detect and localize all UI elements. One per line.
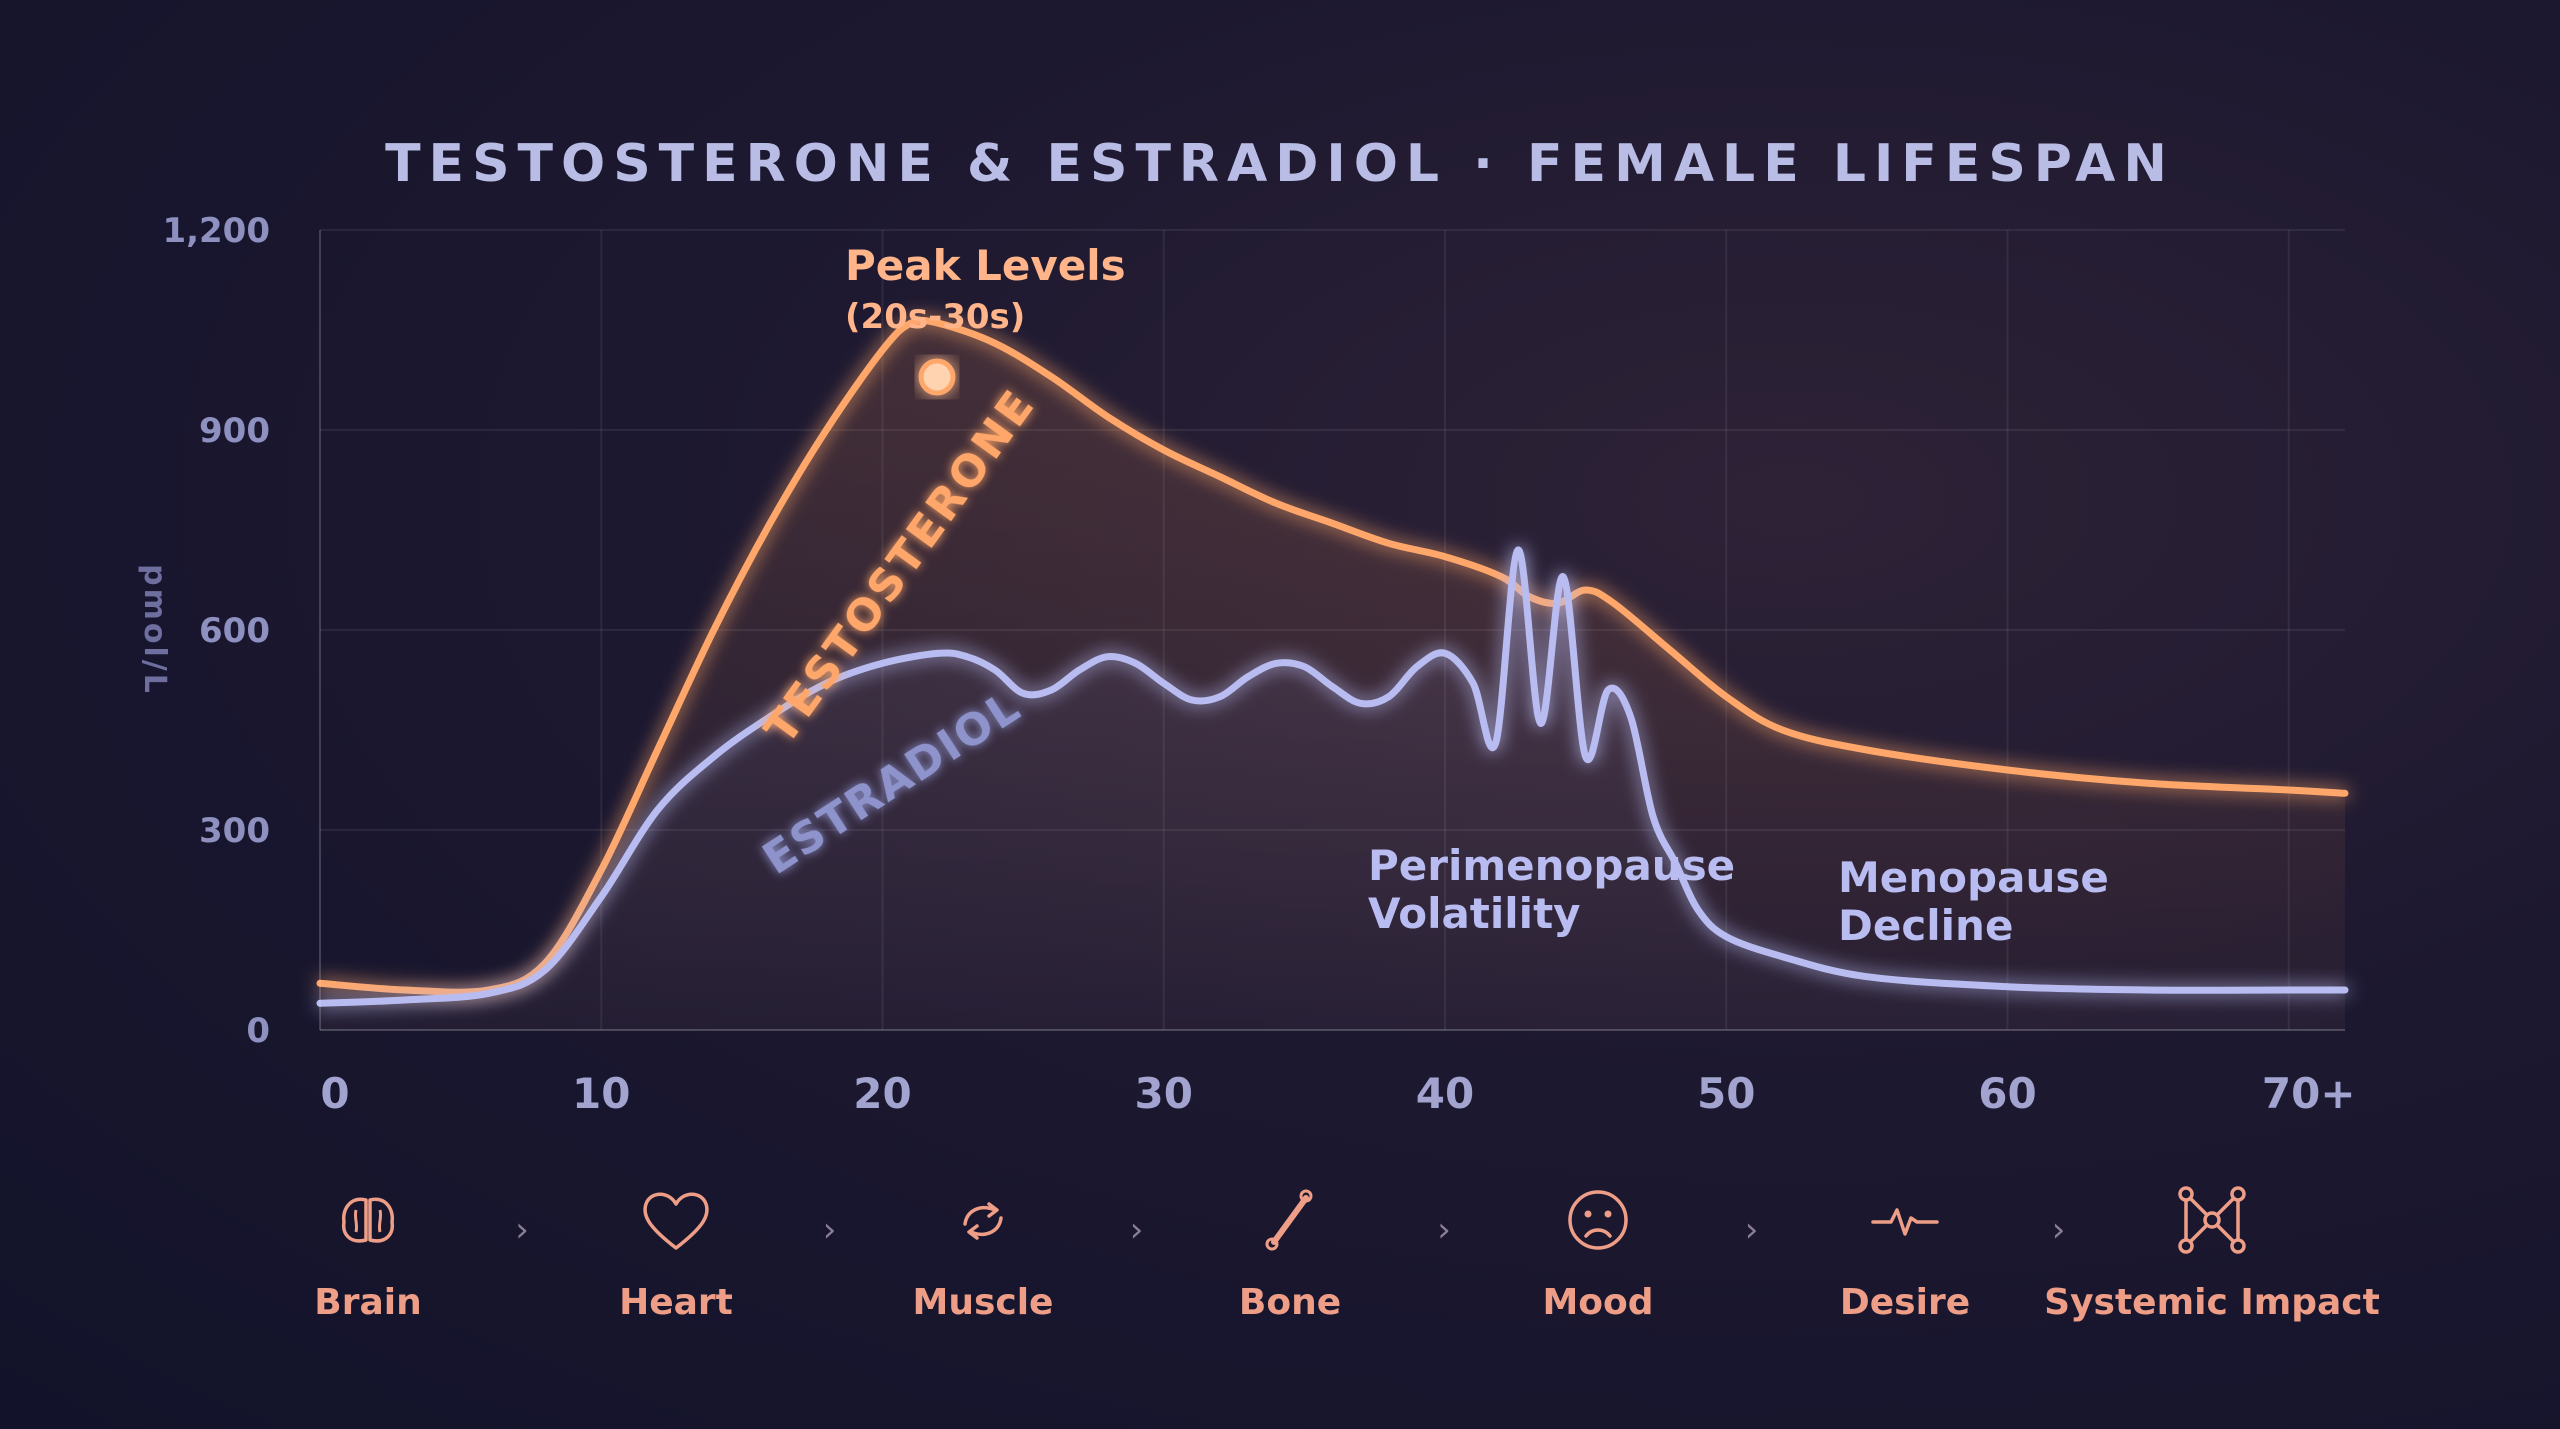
chevron-right-icon: ›: [515, 1210, 529, 1250]
heart-icon: [643, 1192, 709, 1250]
series-line-estradiol: [316, 546, 2349, 1007]
organ-label: Heart: [619, 1282, 733, 1323]
chevron-right-icon: ›: [822, 1210, 837, 1250]
bone-icon: [1265, 1189, 1313, 1251]
y-tick-label: 300: [199, 811, 270, 851]
annotation-menopause-line2: Decline: [1838, 901, 2013, 950]
x-tick-label: 20: [853, 1069, 911, 1118]
axes: 0 300 600 900 1,200 0 10 20 30 40 50 60 70+ pmol/L: [137, 211, 2356, 1118]
peak-marker: [918, 358, 956, 396]
annotation-perimenopause-line1: Perimenopause: [1368, 841, 1735, 890]
series-lines: [316, 316, 2349, 1007]
network-icon: [2178, 1186, 2246, 1254]
chevron-right-icon: ›: [1744, 1210, 1759, 1250]
x-tick-label: 40: [1416, 1069, 1474, 1118]
x-tick-label: 10: [572, 1069, 630, 1118]
y-tick-label: 600: [199, 611, 270, 651]
x-tick-label: 70+: [2262, 1069, 2356, 1118]
pulse-icon: [1871, 1208, 1939, 1236]
x-tick-label: 0: [320, 1069, 349, 1118]
y-tick-label: 1,200: [162, 211, 270, 251]
series-area-estradiol: [320, 549, 2345, 1030]
y-axis-title: pmol/L: [137, 564, 172, 696]
area-fills: [320, 320, 2345, 1030]
organ-label: Mood: [1542, 1282, 1654, 1323]
organ-systems-row: Brain › Heart › Muscle › Bone › Mood › Desire › Syst…: [0, 1180, 2560, 1350]
organ-bone: Bone: [1120, 1180, 1460, 1323]
chevron-right-icon: ›: [1437, 1210, 1451, 1250]
brain-icon: [341, 1197, 395, 1243]
organ-systemic-impact: Systemic Impact: [2042, 1180, 2382, 1323]
annotation-menopause-line1: Menopause: [1838, 853, 2109, 902]
y-tick-label: 900: [199, 411, 270, 451]
organ-mood: Mood: [1428, 1180, 1768, 1323]
series-line-testosterone: [316, 316, 2349, 996]
chart-title: TESTOSTERONE & ESTRADIOL · FEMALE LIFESP…: [385, 134, 2175, 194]
organ-label: Desire: [1839, 1282, 1971, 1323]
annotation-peak-title: Peak Levels: [845, 241, 1126, 290]
organ-muscle: Muscle: [813, 1180, 1153, 1323]
organ-label: Systemic Impact: [2044, 1282, 2380, 1323]
annotation-perimenopause-line2: Volatility: [1368, 889, 1581, 938]
chevron-right-icon: ›: [2051, 1210, 2066, 1250]
x-tick-label: 50: [1697, 1069, 1755, 1118]
organ-brain: Brain: [198, 1180, 538, 1323]
organ-desire: Desire: [1735, 1180, 2075, 1323]
sad-face-icon: [1568, 1190, 1628, 1250]
muscle-icon: [963, 1202, 1003, 1240]
chevron-right-icon: ›: [1129, 1210, 1144, 1250]
organ-label: Muscle: [912, 1282, 1054, 1323]
organ-heart: Heart: [506, 1180, 846, 1323]
y-tick-label: 0: [246, 1011, 270, 1051]
x-tick-label: 60: [1978, 1069, 2036, 1118]
x-tick-label: 30: [1135, 1069, 1193, 1118]
organ-label: Brain: [314, 1282, 422, 1323]
organ-label: Bone: [1238, 1282, 1342, 1323]
annotation-peak-subtitle: (20s-30s): [845, 297, 1025, 337]
